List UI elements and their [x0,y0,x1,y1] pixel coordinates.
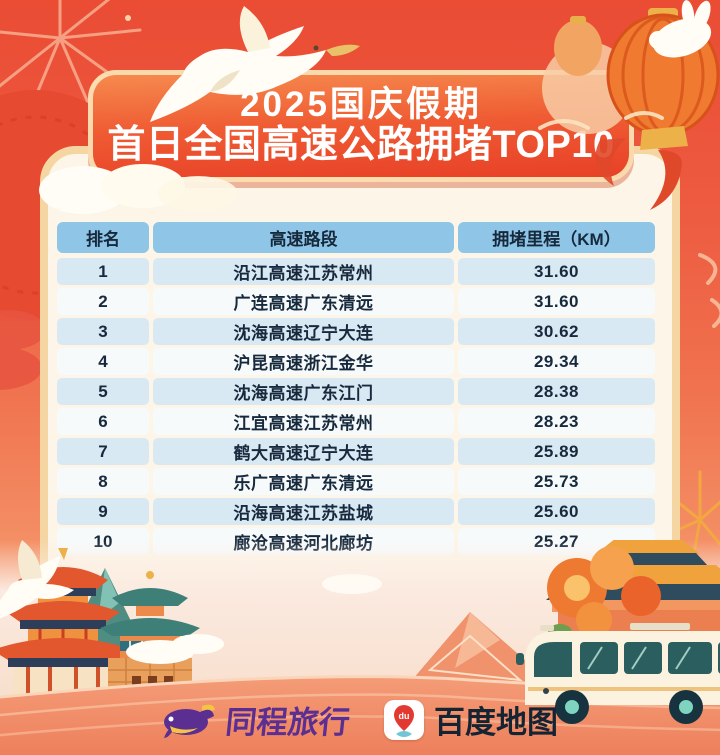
congestion-table: 排名 高速路段 拥堵里程（KM） 1 沿江高速江苏常州 31.60 2 广连高速… [57,222,655,558]
km-cell: 30.62 [458,318,655,345]
km-cell: 28.38 [458,378,655,405]
title-line1: 2025国庆假期 [240,84,482,124]
road-cell: 沈海高速广东江门 [153,378,454,405]
tongcheng-whale-icon [164,704,215,738]
rank-cell: 9 [57,498,149,525]
baidu-label: 百度地图 [434,705,558,740]
tongcheng-label: 同程旅行 [223,705,352,740]
table-row: 10 廊沧高速河北廊坊 25.27 [57,528,655,555]
road-cell: 沪昆高速浙江金华 [153,348,454,375]
km-cell: 25.89 [458,438,655,465]
table-row: 3 沈海高速辽宁大连 30.62 [57,318,655,345]
km-cell: 25.73 [458,468,655,495]
road-cell: 廊沧高速河北廊坊 [153,528,454,555]
table-row: 4 沪昆高速浙江金华 29.34 [57,348,655,375]
title-line2: 首日全国高速公路拥堵TOP10 [107,123,615,166]
rank-cell: 7 [57,438,149,465]
road-cell: 江宜高速江苏常州 [153,408,454,435]
header-rank: 排名 [57,222,149,253]
table-row: 5 沈海高速广东江门 28.38 [57,378,655,405]
rank-cell: 10 [57,528,149,555]
table-row: 8 乐广高速广东清远 25.73 [57,468,655,495]
road-cell: 沿海高速江苏盐城 [153,498,454,525]
km-cell: 29.34 [458,348,655,375]
table-row: 6 江宜高速江苏常州 28.23 [57,408,655,435]
title-banner: 2025国庆假期 首日全国高速公路拥堵TOP10 [88,70,634,182]
footer-logos: 同程旅行 du 百度地图 [0,697,720,742]
road-cell: 沿江高速江苏常州 [153,258,454,285]
rank-cell: 4 [57,348,149,375]
baidu-pin-text: du [399,711,410,721]
rank-cell: 6 [57,408,149,435]
km-cell: 31.60 [458,258,655,285]
km-cell: 28.23 [458,408,655,435]
rank-cell: 1 [57,258,149,285]
table-row: 1 沿江高速江苏常州 31.60 [57,258,655,285]
road-cell: 鹤大高速辽宁大连 [153,438,454,465]
header-road: 高速路段 [153,222,454,253]
header-km: 拥堵里程（KM） [458,222,655,253]
road-cell: 沈海高速辽宁大连 [153,318,454,345]
rank-cell: 3 [57,318,149,345]
rank-cell: 5 [57,378,149,405]
tongcheng-brand: 同程旅行 [162,697,352,742]
table-header: 排名 高速路段 拥堵里程（KM） [57,222,655,253]
table-row: 9 沿海高速江苏盐城 25.60 [57,498,655,525]
table-row: 2 广连高速广东清远 31.60 [57,288,655,315]
rank-cell: 8 [57,468,149,495]
km-cell: 25.60 [458,498,655,525]
road-cell: 广连高速广东清远 [153,288,454,315]
road-cell: 乐广高速广东清远 [153,468,454,495]
baidu-map-icon: du [384,699,424,740]
table-row: 7 鹤大高速辽宁大连 25.89 [57,438,655,465]
rank-cell: 2 [57,288,149,315]
table-body: 1 沿江高速江苏常州 31.60 2 广连高速广东清远 31.60 3 沈海高速… [57,258,655,555]
baidu-brand: du 百度地图 [384,697,558,742]
km-cell: 25.27 [458,528,655,555]
km-cell: 31.60 [458,288,655,315]
